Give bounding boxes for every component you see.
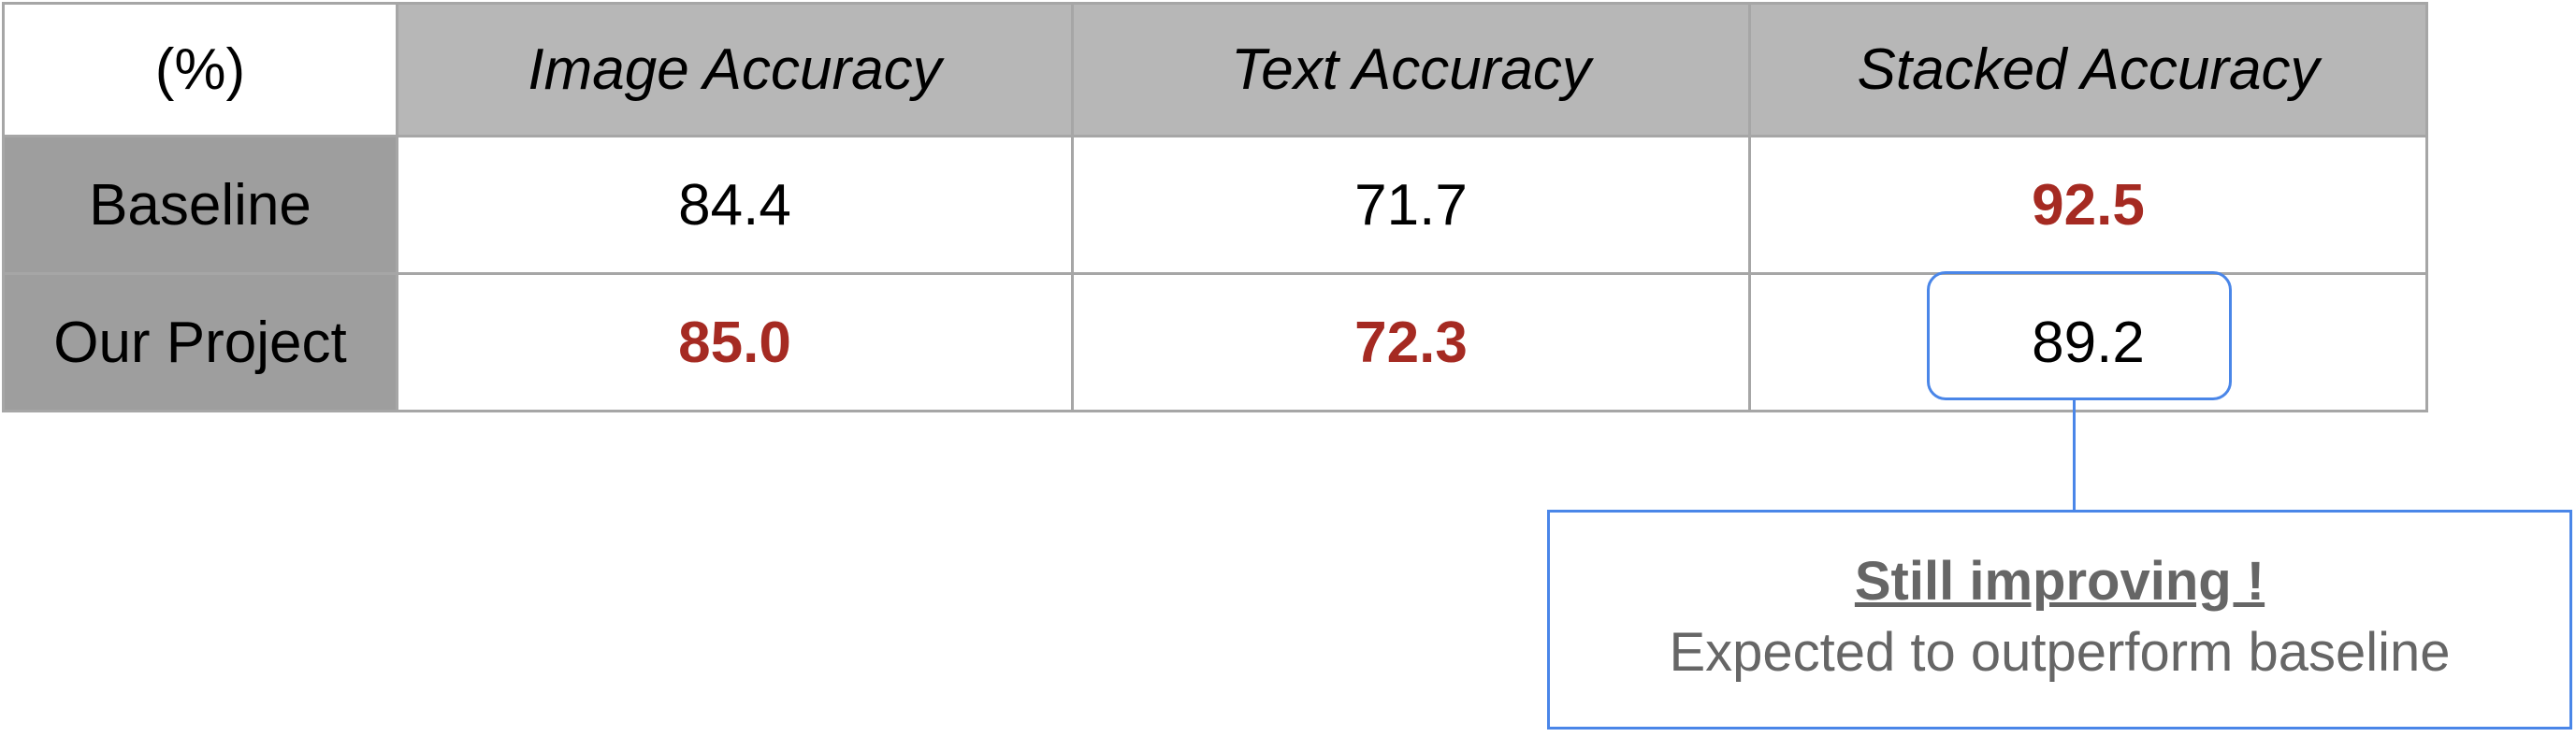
cell-baseline-image-accuracy: 84.4	[396, 135, 1074, 275]
cell-our-project-image-accuracy: 85.0	[396, 272, 1074, 412]
column-header-image-accuracy: Image Accuracy	[396, 2, 1074, 137]
column-header-text-accuracy: Text Accuracy	[1071, 2, 1751, 137]
corner-label: (%)	[2, 2, 398, 137]
table-row-baseline: Baseline 84.4 71.7 92.5	[2, 135, 2428, 275]
callout-box: Still improving ! Expected to outperform…	[1547, 510, 2572, 730]
table-row-our-project: Our Project 85.0 72.3 89.2	[2, 272, 2428, 412]
cell-baseline-stacked-accuracy: 92.5	[1748, 135, 2428, 275]
column-header-stacked-accuracy: Stacked Accuracy	[1748, 2, 2428, 137]
cell-our-project-stacked-accuracy: 89.2	[1748, 272, 2428, 412]
row-header-baseline: Baseline	[2, 135, 398, 275]
header-row: (%) Image Accuracy Text Accuracy Stacked…	[2, 2, 2428, 137]
callout-body: Expected to outperform baseline	[1669, 622, 2451, 683]
cell-our-project-text-accuracy: 72.3	[1071, 272, 1751, 412]
row-header-our-project: Our Project	[2, 272, 398, 412]
callout-title: Still improving !	[1854, 551, 2265, 612]
results-table: (%) Image Accuracy Text Accuracy Stacked…	[2, 2, 2428, 412]
cell-baseline-text-accuracy: 71.7	[1071, 135, 1751, 275]
callout-connector-line	[2073, 400, 2076, 511]
